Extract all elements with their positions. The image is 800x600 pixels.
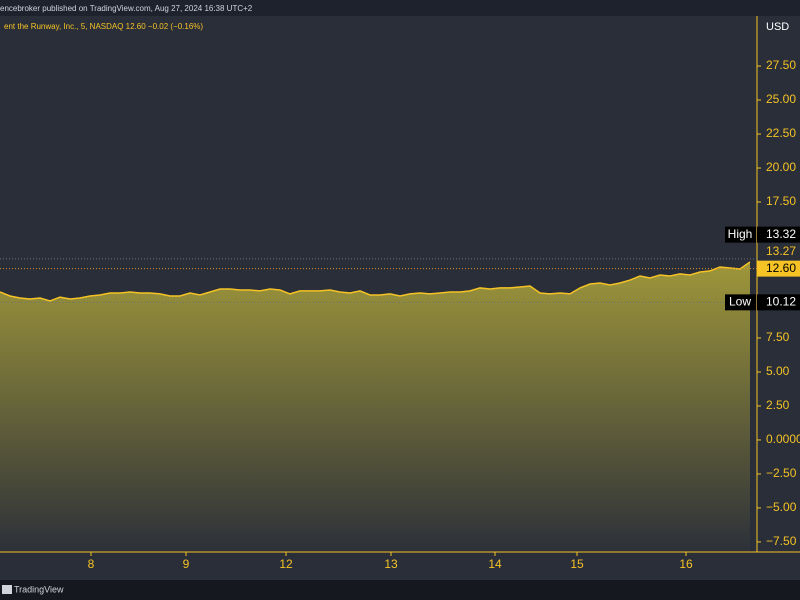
x-tick-label: 8 bbox=[88, 557, 95, 571]
marker-label: Low bbox=[729, 295, 751, 309]
logo bbox=[2, 585, 12, 594]
area-fill bbox=[0, 262, 750, 552]
price-line bbox=[0, 261, 751, 302]
y-tick-label: 20.00 bbox=[766, 160, 796, 174]
y-tick-label: −7.50 bbox=[766, 534, 797, 548]
marker-value: 13.27 bbox=[766, 244, 796, 258]
currency: USD bbox=[766, 21, 789, 33]
marker-label: High bbox=[728, 227, 753, 241]
top-bar bbox=[0, 0, 800, 16]
y-tick-label: 27.50 bbox=[766, 58, 796, 72]
x-tick-label: 9 bbox=[183, 557, 190, 571]
y-tick-label: 0.0000 bbox=[766, 432, 800, 446]
marker-label-box bbox=[725, 226, 756, 243]
published-line: encebroker published on TradingView.com,… bbox=[0, 4, 253, 13]
y-tick-label: 17.50 bbox=[766, 194, 796, 208]
y-tick-label: 5.00 bbox=[766, 364, 790, 378]
marker-box bbox=[757, 294, 800, 311]
marker-box bbox=[757, 226, 800, 243]
y-tick-label: 7.50 bbox=[766, 330, 790, 344]
y-tick-label: 22.50 bbox=[766, 126, 796, 140]
y-tick-label: 25.00 bbox=[766, 92, 796, 106]
legend: ent the Runway, Inc., 5, NASDAQ 12.60 −0… bbox=[4, 22, 203, 31]
marker-value: 13.32 bbox=[766, 227, 796, 241]
x-tick-label: 12 bbox=[279, 557, 293, 571]
current-price: 12.60 bbox=[766, 261, 796, 275]
brand: TradingView bbox=[14, 584, 64, 594]
current-price-box bbox=[757, 260, 800, 277]
y-tick-label: 2.50 bbox=[766, 398, 790, 412]
x-tick-label: 14 bbox=[488, 557, 502, 571]
y-tick-label: −2.50 bbox=[766, 466, 797, 480]
marker-value: 10.12 bbox=[766, 295, 796, 309]
x-tick-label: 13 bbox=[384, 557, 398, 571]
x-tick-label: 16 bbox=[679, 557, 693, 571]
x-tick-label: 15 bbox=[570, 557, 584, 571]
marker-label-box bbox=[725, 294, 756, 311]
y-tick-label: −5.00 bbox=[766, 500, 797, 514]
footer-bar bbox=[0, 580, 800, 600]
